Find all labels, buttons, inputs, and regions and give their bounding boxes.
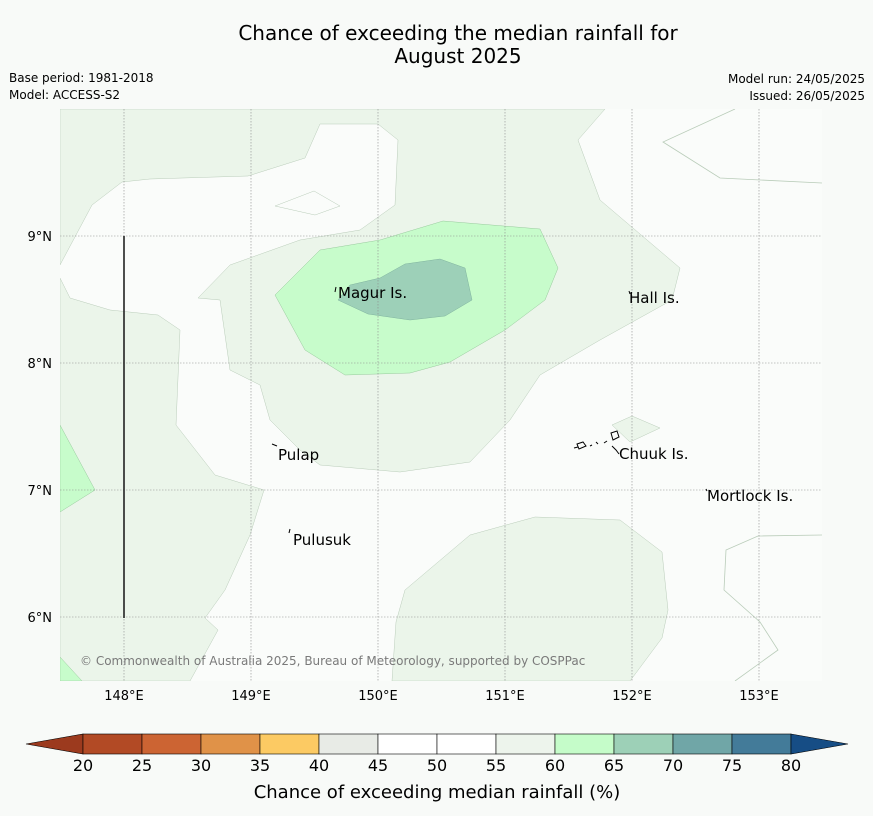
colorbar-segment [318,733,379,755]
colorbar-tick-label: 25 [132,756,152,775]
island-marks [271,286,708,534]
colorbar-tick-label: 50 [427,756,447,775]
lon-label: 153°E [739,689,779,704]
model-text: Model: ACCESS-S2 [9,88,121,102]
colorbar-segment [436,733,497,755]
colorbar-segment [377,733,438,755]
base-period-text: Base period: 1981-2018 [9,71,154,85]
lat-label: 6°N [28,611,53,626]
title-line-2: August 2025 [394,44,522,68]
contour-65-70 [337,258,473,321]
lat-label: 7°N [28,484,53,499]
magur-island-mark [334,286,337,293]
colorbar-tick-label: 40 [309,756,329,775]
colorbar-segment [672,733,733,755]
place-label-pulap: Pulap [278,446,319,464]
lon-label: 151°E [485,689,525,704]
lat-label: 9°N [28,230,53,245]
model-run-text: Model run: 24/05/2025 [727,72,865,86]
lon-label: 149°E [231,689,271,704]
title-line-1: Chance of exceeding the median rainfall … [238,21,678,45]
place-label-mortlock: Mortlock Is. [707,487,793,505]
copyright-text: © Commonwealth of Australia 2025, Bureau… [80,654,585,668]
place-label-magur: Magur Is. [338,284,407,302]
lon-axis: 148°E 149°E 150°E 151°E 152°E 153°E [104,689,779,704]
lon-label: 148°E [104,689,144,704]
colorbar-tick-label: 60 [545,756,565,775]
mortlock-island-mark [705,488,708,492]
colorbar-tick-label: 45 [368,756,388,775]
colorbar-tick-label: 55 [486,756,506,775]
colorbar-segment [200,733,261,755]
place-label-hall: Hall Is. [629,289,680,307]
colorbar-segment [82,733,143,755]
colorbar-title: Chance of exceeding median rainfall (%) [254,782,621,803]
colorbar-segment [731,733,792,755]
colorbar-tick-label: 65 [604,756,624,775]
hall-island-mark [628,290,631,295]
place-label-pulusuk: Pulusuk [293,531,351,549]
map-panel: Magur Is. Hall Is. Pulap Chuuk Is. Mortl… [60,109,822,681]
colorbar: 20 25 30 35 40 45 50 55 60 65 70 75 80 Chance of exc… [25,733,849,803]
colorbar-over-arrow [790,733,849,755]
colorbar-under-arrow [25,733,84,755]
issued-text: Issued: 26/05/2025 [749,89,865,103]
pulusuk-island-mark [288,528,291,534]
colorbar-segment [141,733,202,755]
lon-label: 152°E [612,689,652,704]
colorbar-tick-label: 20 [73,756,93,775]
page-title: Chance of exceeding the median rainfall … [0,22,873,68]
lon-label: 150°E [358,689,398,704]
colorbar-tick-label: 80 [781,756,801,775]
chuuk-islands-mark [573,430,620,455]
colorbar-tick-label: 75 [722,756,742,775]
colorbar-segment [495,733,556,755]
meta-right: Model run: 24/05/2025 Issued: 26/05/2025 [728,71,865,105]
colorbar-segment [259,733,320,755]
colorbar-tick-label: 70 [663,756,683,775]
place-label-chuuk: Chuuk Is. [619,445,688,463]
pulap-island-mark [271,443,278,447]
contour-hole [274,190,341,216]
colorbar-segments [82,733,792,755]
lat-label: 8°N [28,357,53,372]
colorbar-segment [613,733,674,755]
contour-lines-right [662,109,822,681]
lat-axis: 9°N 8°N 7°N 6°N [28,230,53,626]
colorbar-segment [554,733,615,755]
colorbar-tick-label: 35 [250,756,270,775]
meta-left: Base period: 1981-2018 Model: ACCESS-S2 [9,70,154,104]
colorbar-tick-label: 30 [191,756,211,775]
colorbar-labels: 20 25 30 35 40 45 50 55 60 65 70 75 80 [73,756,801,775]
